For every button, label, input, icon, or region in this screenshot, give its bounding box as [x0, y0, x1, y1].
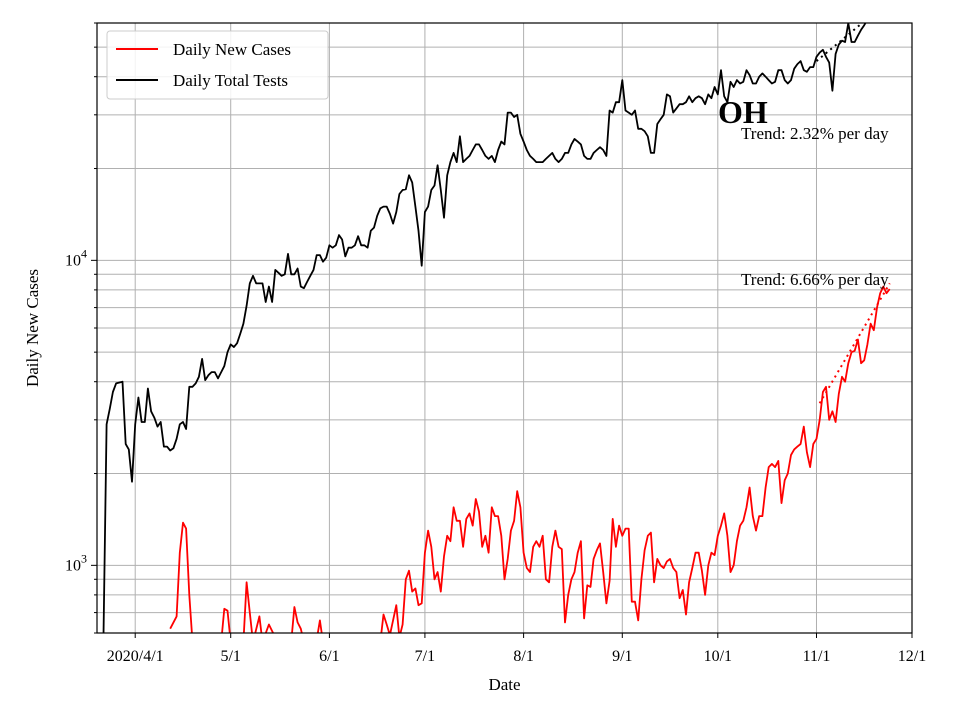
y-tick-label-exponent: 3 — [81, 551, 87, 565]
y-tick-label: 103 — [65, 551, 87, 574]
x-tick-label: 12/1 — [898, 648, 926, 665]
x-tick-label: 2020/4/1 — [107, 648, 164, 665]
x-tick-label: 11/1 — [803, 648, 831, 665]
x-tick-label: 7/1 — [415, 648, 435, 665]
legend-label-daily-total-tests: Daily Total Tests — [173, 71, 288, 90]
y-tick-label: 104 — [65, 246, 87, 269]
plot-area — [102, 23, 891, 633]
y-tick-label-base: 10 — [65, 252, 81, 269]
trend-line-daily-total-tests — [815, 23, 864, 62]
y-tick-label-base: 10 — [65, 557, 81, 574]
axis-ticks: 2020/4/1 5/1 6/1 7/1 8/1 9/1 10/1 11/1 12/110310… — [65, 22, 926, 665]
x-tick-label: 8/1 — [513, 648, 533, 665]
x-tick-label: 5/1 — [220, 648, 240, 665]
x-tick-label: 10/1 — [704, 648, 732, 665]
y-axis-label: Daily New Cases — [23, 269, 42, 387]
x-tick-label: 6/1 — [319, 648, 339, 665]
state-label: OH — [718, 94, 768, 130]
series-line-daily-total-tests — [102, 23, 867, 633]
legend-box — [106, 30, 329, 100]
y-tick-label-exponent: 4 — [81, 246, 87, 260]
legend: Daily New Cases Daily Total Tests — [106, 30, 329, 100]
series-line-daily-new-cases — [169, 285, 891, 633]
x-tick-label: 9/1 — [612, 648, 632, 665]
tests-trend-label: Trend: 2.32% per day — [741, 124, 889, 143]
legend-label-daily-new-cases: Daily New Cases — [173, 40, 291, 59]
x-axis-label: Date — [488, 675, 520, 694]
trend-line-daily-new-cases — [818, 282, 891, 404]
cases-trend-label: Trend: 6.66% per day — [741, 270, 889, 289]
